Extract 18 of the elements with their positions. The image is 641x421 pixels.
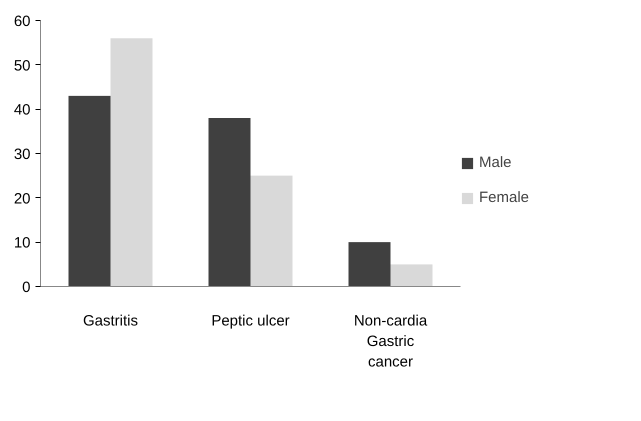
- y-tick-label: 50: [14, 57, 31, 74]
- y-tick-label: 20: [14, 190, 31, 208]
- y-tick-label: 10: [14, 234, 31, 252]
- y-tick-label: 0: [22, 279, 30, 296]
- x-tick-label: Peptic ulcer: [211, 312, 290, 330]
- bar: [68, 96, 110, 286]
- bar: [348, 242, 390, 286]
- x-tick-label: Gastritis: [83, 312, 138, 330]
- y-tick-label: 40: [14, 102, 31, 119]
- bar: [208, 118, 250, 286]
- y-tick-label: 30: [14, 146, 31, 163]
- bar: [390, 264, 432, 286]
- y-tick-label: 60: [14, 13, 31, 30]
- legend-label: Male: [479, 154, 512, 171]
- bar: [250, 176, 292, 286]
- legend-label: Female: [479, 189, 530, 206]
- x-tick-label: Non-cardia Gastric cancer: [354, 312, 428, 370]
- bar: [110, 38, 152, 286]
